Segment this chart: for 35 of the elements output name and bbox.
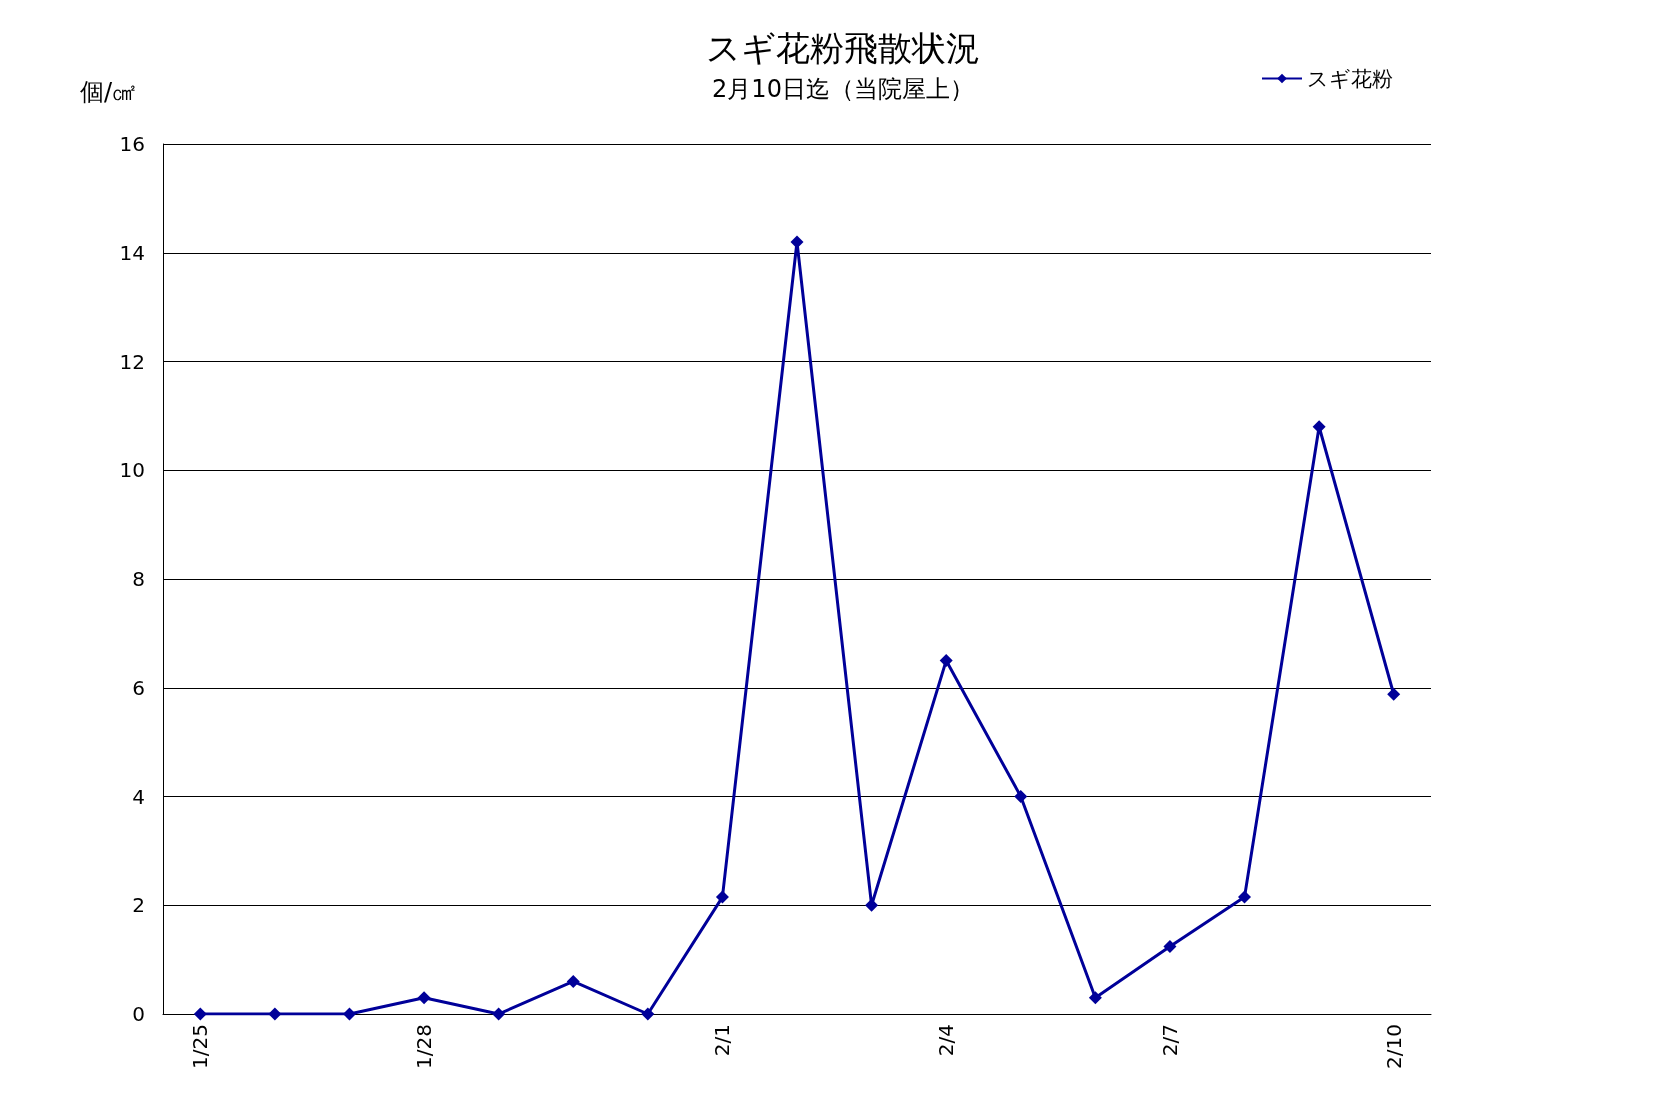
y-tick-label: 14 (119, 240, 145, 265)
y-tick-label: 2 (132, 893, 145, 918)
point (342, 1007, 356, 1021)
y-tick-label: 10 (119, 458, 145, 483)
point (193, 1007, 207, 1021)
y-axis-title: 個/㎠ (79, 78, 137, 106)
point (1387, 687, 1401, 701)
y-tick-label: 12 (119, 349, 145, 374)
y-tick-label: 16 (119, 132, 145, 156)
x-tick-label: 2/4 (934, 1024, 959, 1057)
point (939, 654, 953, 668)
point (641, 1007, 655, 1021)
point (417, 991, 431, 1005)
point (492, 1007, 506, 1021)
chart-title: スギ花粉飛散状況 (706, 28, 980, 68)
point (268, 1007, 282, 1021)
point (1014, 790, 1028, 803)
x-tick-label: 2/1 (710, 1024, 735, 1057)
y-tick-label: 0 (132, 1002, 145, 1026)
x-tick-label: 1/25 (188, 1024, 213, 1069)
point (566, 974, 580, 988)
y-tick-label: 6 (132, 675, 145, 700)
chart-subtitle: 2月10日迄（当院屋上） (712, 75, 974, 103)
point (865, 898, 879, 912)
legend-label: スギ花粉 (1307, 66, 1393, 91)
x-tick-label: 2/7 (1157, 1024, 1182, 1057)
point (1088, 991, 1102, 1005)
y-tick-label: 8 (132, 567, 145, 591)
point (715, 890, 729, 904)
point (1163, 940, 1177, 954)
x-tick-label: 2/10 (1381, 1024, 1406, 1069)
x-tick-label: 1/28 (412, 1024, 437, 1069)
y-tick-label: 4 (132, 784, 145, 809)
point (1238, 890, 1252, 904)
point (790, 235, 804, 249)
